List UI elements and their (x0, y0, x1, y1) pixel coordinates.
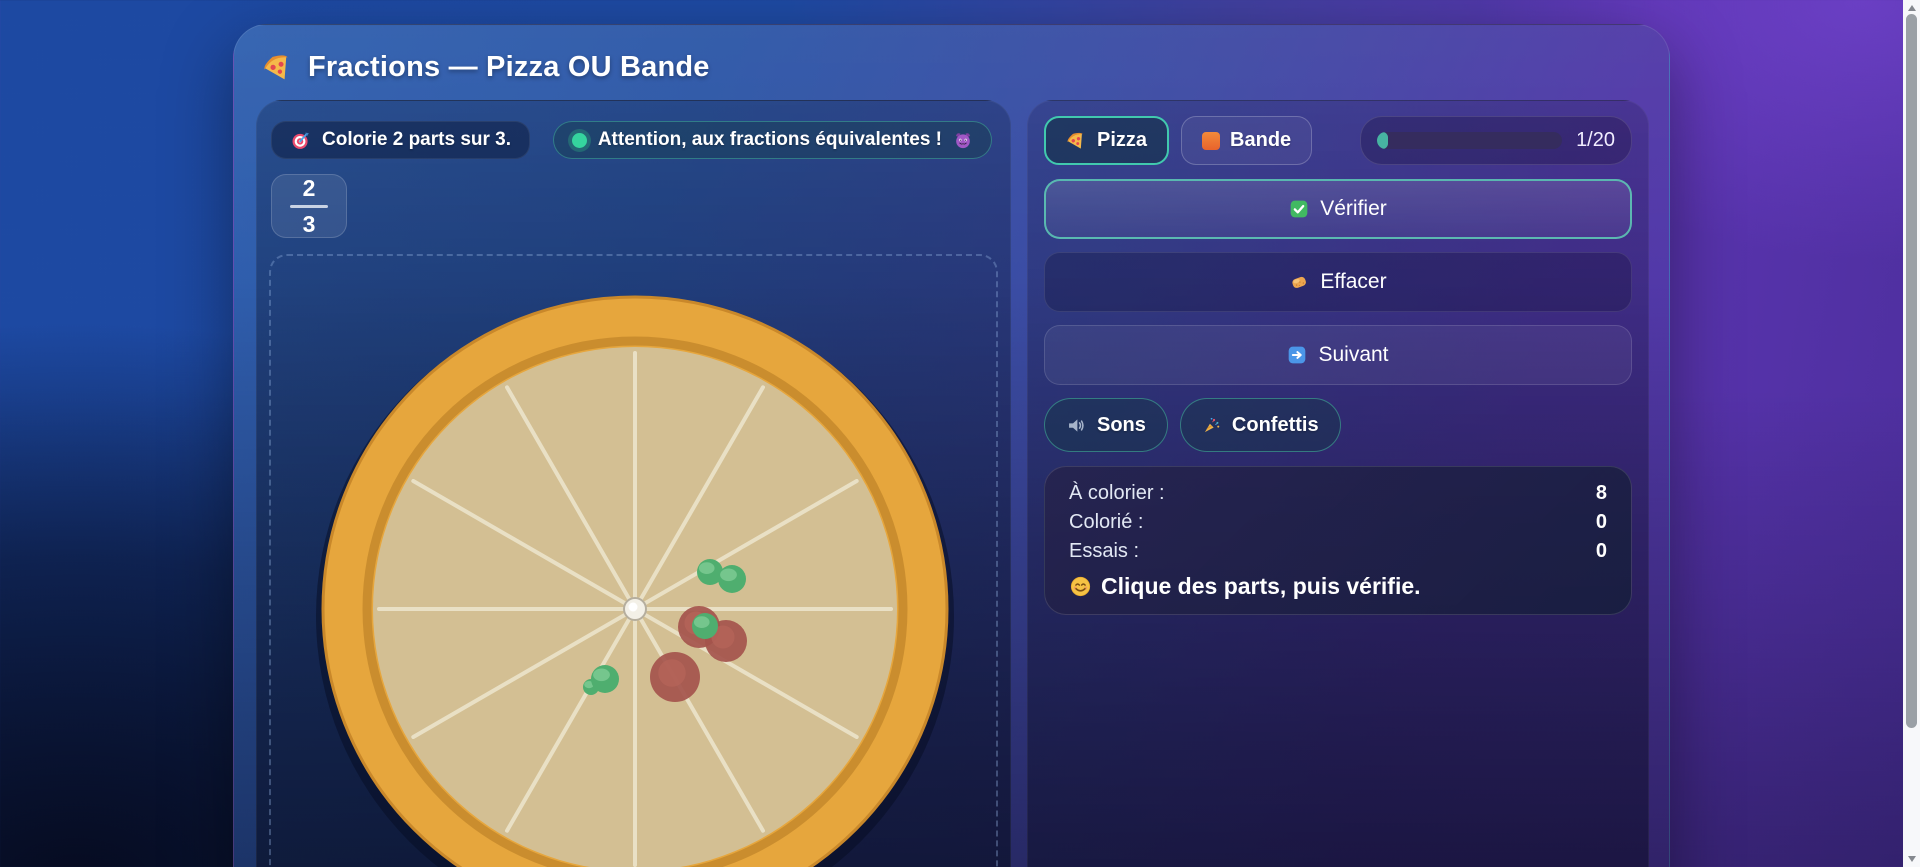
fraction-display: 2 3 (271, 174, 347, 238)
scrollbar[interactable] (1903, 0, 1920, 867)
stat-value: 0 (1595, 511, 1607, 533)
hint-label: Attention, aux fractions équivalentes ! (597, 129, 942, 150)
left-panel: Colorie 2 parts sur 3. Attention, aux fr… (256, 100, 1011, 867)
target-icon (290, 130, 311, 151)
stat-label: Colorié : (1069, 511, 1144, 533)
right-panel: Pizza Bande 1/20 (1027, 100, 1649, 867)
stat-value: 8 (1595, 482, 1607, 504)
stat-label: À colorier : (1069, 482, 1165, 504)
confetti-toggle[interactable]: Confettis (1179, 398, 1341, 452)
content: Colorie 2 parts sur 3. Attention, aux fr… (256, 100, 1649, 867)
confetti-label: Confettis (1231, 413, 1319, 436)
app-header: Fractions — Pizza OU Bande (262, 49, 1647, 85)
stat-row: À colorier : 8 (1069, 479, 1607, 508)
next-button[interactable]: Suivant (1044, 325, 1632, 385)
arrow-right-icon (1287, 345, 1307, 365)
devil-icon (953, 130, 973, 150)
mode-toggle-row: Pizza Bande 1/20 (1044, 116, 1632, 165)
toggles-row: Sons (1044, 398, 1632, 452)
progress-bar: 1/20 (1360, 116, 1632, 165)
green-dot-icon (571, 132, 587, 148)
fraction-line (290, 204, 328, 208)
erase-button[interactable]: Effacer (1044, 252, 1632, 312)
pizza-icon (1066, 130, 1087, 151)
scrollbar-down-arrow[interactable] (1903, 851, 1920, 867)
next-label: Suivant (1318, 343, 1389, 366)
fraction-denominator: 3 (302, 210, 316, 237)
app-card: Fractions — Pizza OU Bande (233, 24, 1670, 867)
orange-square-icon (1202, 131, 1221, 150)
erase-label: Effacer (1320, 270, 1387, 293)
verify-label: Vérifier (1320, 197, 1387, 220)
confetti-icon (1202, 415, 1222, 435)
hint-badge: Attention, aux fractions équivalentes ! (552, 121, 992, 159)
pizza-svg[interactable] (271, 256, 998, 867)
speaker-icon (1066, 415, 1087, 436)
sounds-label: Sons (1097, 413, 1146, 436)
verify-button[interactable]: Vérifier (1044, 179, 1632, 239)
triangle-up-icon (1907, 5, 1916, 11)
progress-fill (1377, 132, 1389, 149)
action-buttons: Vérifier (1044, 179, 1632, 385)
mode-pizza-label: Pizza (1097, 129, 1148, 151)
stat-value: 0 (1595, 540, 1607, 562)
check-icon (1289, 199, 1309, 219)
progress-label: 1/20 (1576, 129, 1615, 151)
pizza-canvas[interactable] (269, 254, 998, 867)
sounds-toggle[interactable]: Sons (1044, 398, 1168, 452)
pizza-icon (262, 51, 294, 83)
mode-bande-label: Bande (1230, 129, 1292, 151)
triangle-down-icon (1907, 856, 1916, 862)
stat-label: Essais : (1069, 540, 1140, 562)
smiley-icon (1069, 575, 1092, 598)
mode-bande-button[interactable]: Bande (1181, 116, 1313, 165)
sponge-icon (1289, 272, 1309, 292)
stat-row: Essais : 0 (1069, 537, 1607, 566)
mission-badge: Colorie 2 parts sur 3. (271, 121, 531, 159)
badges-row: Colorie 2 parts sur 3. Attention, aux fr… (271, 121, 992, 159)
stat-row: Colorié : 0 (1069, 508, 1607, 537)
scrollbar-thumb[interactable] (1906, 14, 1917, 728)
status-message: Clique des parts, puis vérifie. (1069, 573, 1607, 600)
mode-pizza-button[interactable]: Pizza (1044, 116, 1170, 165)
stats-card: À colorier : 8 Colorié : 0 Essais : 0 (1044, 466, 1632, 615)
progress-track (1377, 132, 1563, 149)
scrollbar-up-arrow[interactable] (1903, 0, 1920, 16)
message-text: Clique des parts, puis vérifie. (1101, 573, 1421, 599)
fraction-numerator: 2 (302, 174, 316, 201)
page-title: Fractions — Pizza OU Bande (308, 50, 710, 83)
mission-label: Colorie 2 parts sur 3. (322, 129, 512, 150)
